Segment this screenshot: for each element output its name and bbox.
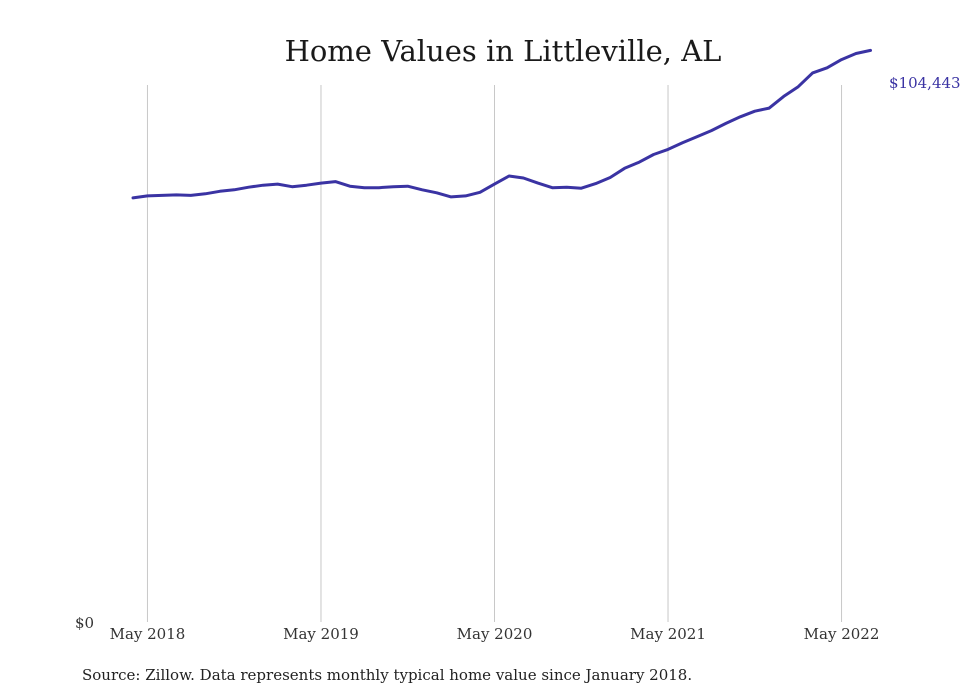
x-tick-label: May 2018 [110, 625, 186, 643]
grid-lines [146, 85, 843, 622]
data-points [132, 49, 873, 200]
x-axis-ticks: May 2018 May 2019 May 2020 May 2021 May 2022 [110, 625, 880, 643]
home-value-line [131, 48, 872, 200]
end-value-label: $104,443 [889, 74, 961, 92]
chart-title: Home Values in Littleville, AL [285, 34, 722, 68]
x-tick-label: May 2019 [283, 625, 359, 643]
source-note: Source: Zillow. Data represents monthly … [82, 666, 693, 684]
x-tick-label: May 2021 [630, 625, 706, 643]
x-tick-label: May 2020 [457, 625, 533, 643]
x-tick-label: May 2022 [804, 625, 880, 643]
y-tick-label-zero: $0 [75, 614, 94, 632]
